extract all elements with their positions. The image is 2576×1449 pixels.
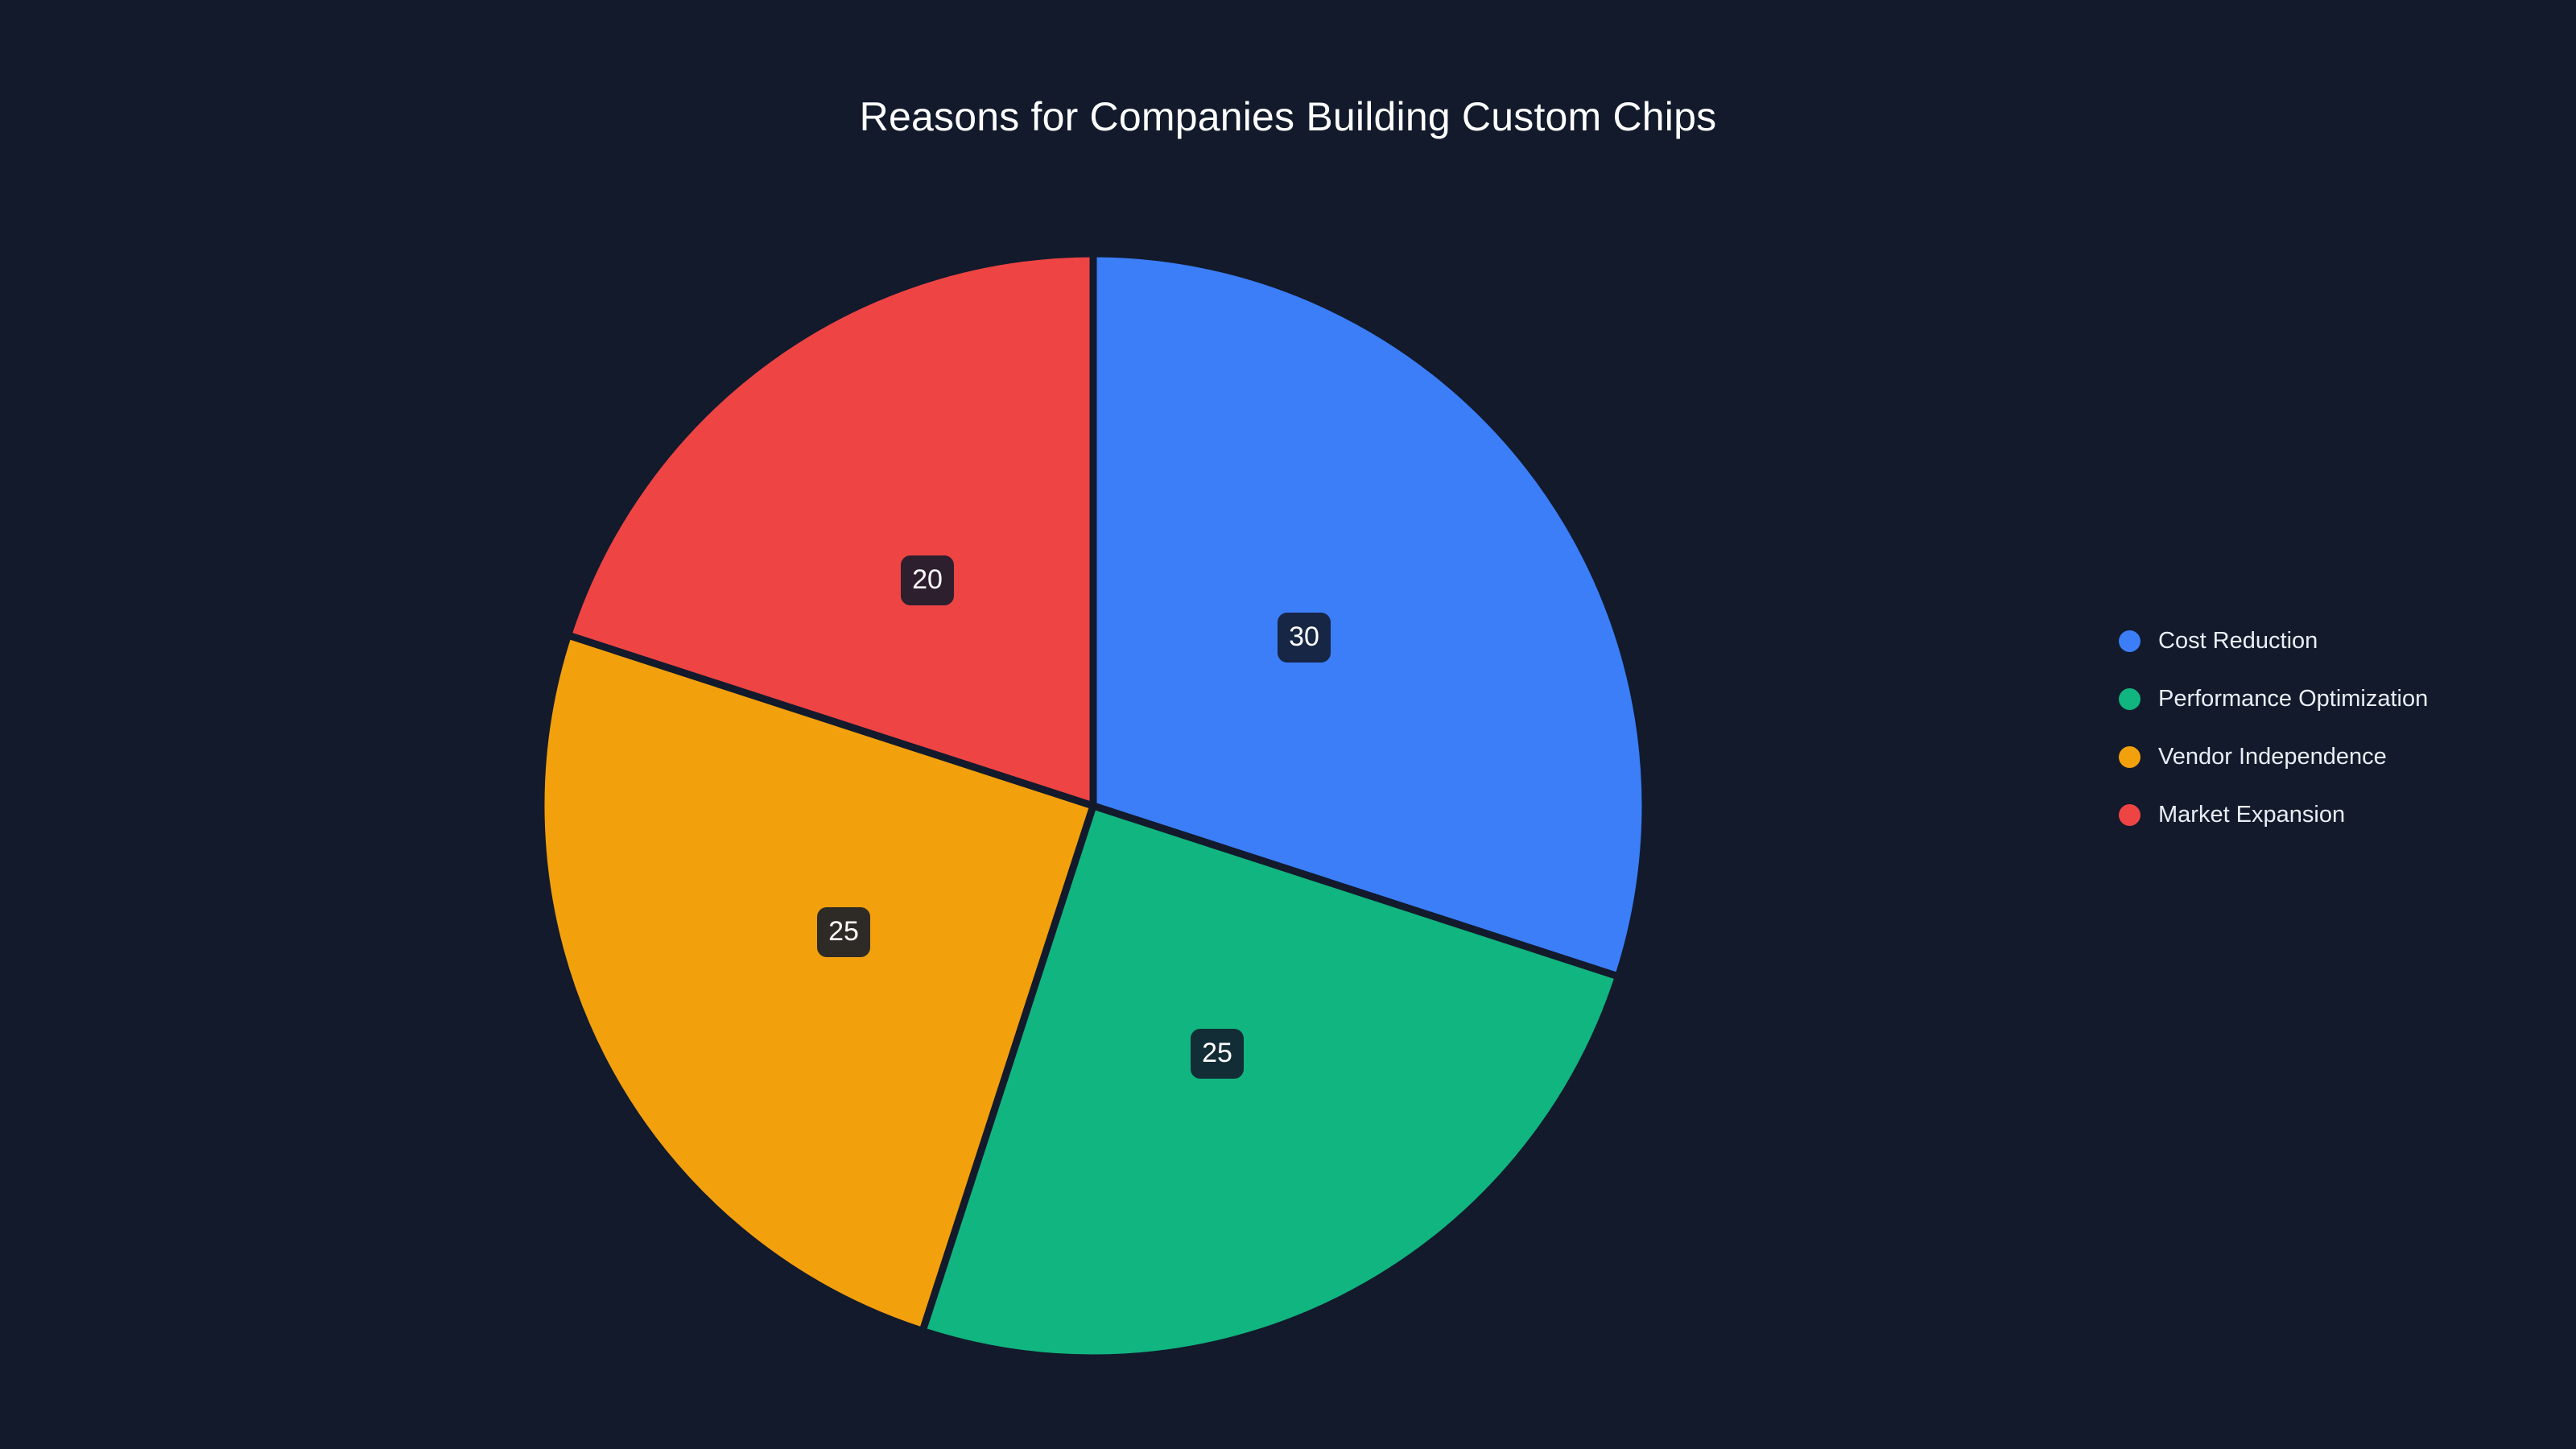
pie-slice[interactable] xyxy=(564,250,1097,810)
pie-slice-label-background xyxy=(1278,613,1331,663)
circle-swatch-icon xyxy=(2119,803,2140,826)
legend-item-label: Performance Optimization xyxy=(2158,685,2429,712)
pie-slice-label-background xyxy=(901,555,954,605)
circle-swatch-icon xyxy=(2119,687,2140,710)
pie-slice-labels-group: 30 25 25 20 xyxy=(817,555,1331,1079)
legend-item[interactable]: Performance Optimization xyxy=(2119,670,2553,728)
pie-slice-label-text: 25 xyxy=(828,916,859,947)
legend: Cost Reduction Performance Optimization Ve… xyxy=(2119,612,2553,844)
legend-item[interactable]: Vendor Independence xyxy=(2119,728,2553,786)
circle-swatch-icon xyxy=(2119,630,2140,652)
pie-slice-label-background xyxy=(817,907,870,957)
pie-slice-label-text: 30 xyxy=(1289,621,1319,652)
pie-slice-label-text: 20 xyxy=(912,564,943,595)
pie-slices-group xyxy=(537,250,1649,1362)
pie-slice-label: 30 xyxy=(1278,613,1331,663)
pie-slice-label-text: 25 xyxy=(1202,1038,1232,1068)
pie-slice[interactable] xyxy=(537,631,1097,1335)
legend-item[interactable]: Market Expansion xyxy=(2119,786,2553,844)
pie-slice-label: 25 xyxy=(817,907,870,957)
pie-slice[interactable] xyxy=(919,802,1622,1362)
chart-title: Reasons for Companies Building Custom Ch… xyxy=(859,94,1717,139)
legend-item-label: Market Expansion xyxy=(2158,801,2346,828)
circle-swatch-icon xyxy=(2119,745,2140,768)
pie-slice-label: 25 xyxy=(1191,1029,1244,1079)
pie-slice-label-background xyxy=(1191,1029,1244,1079)
legend-item-label: Vendor Independence xyxy=(2158,743,2387,770)
legend-item-label: Cost Reduction xyxy=(2158,627,2318,654)
legend-item[interactable]: Cost Reduction xyxy=(2119,612,2553,670)
pie-slice-label: 20 xyxy=(901,555,954,605)
pie-slice[interactable] xyxy=(1089,250,1649,980)
